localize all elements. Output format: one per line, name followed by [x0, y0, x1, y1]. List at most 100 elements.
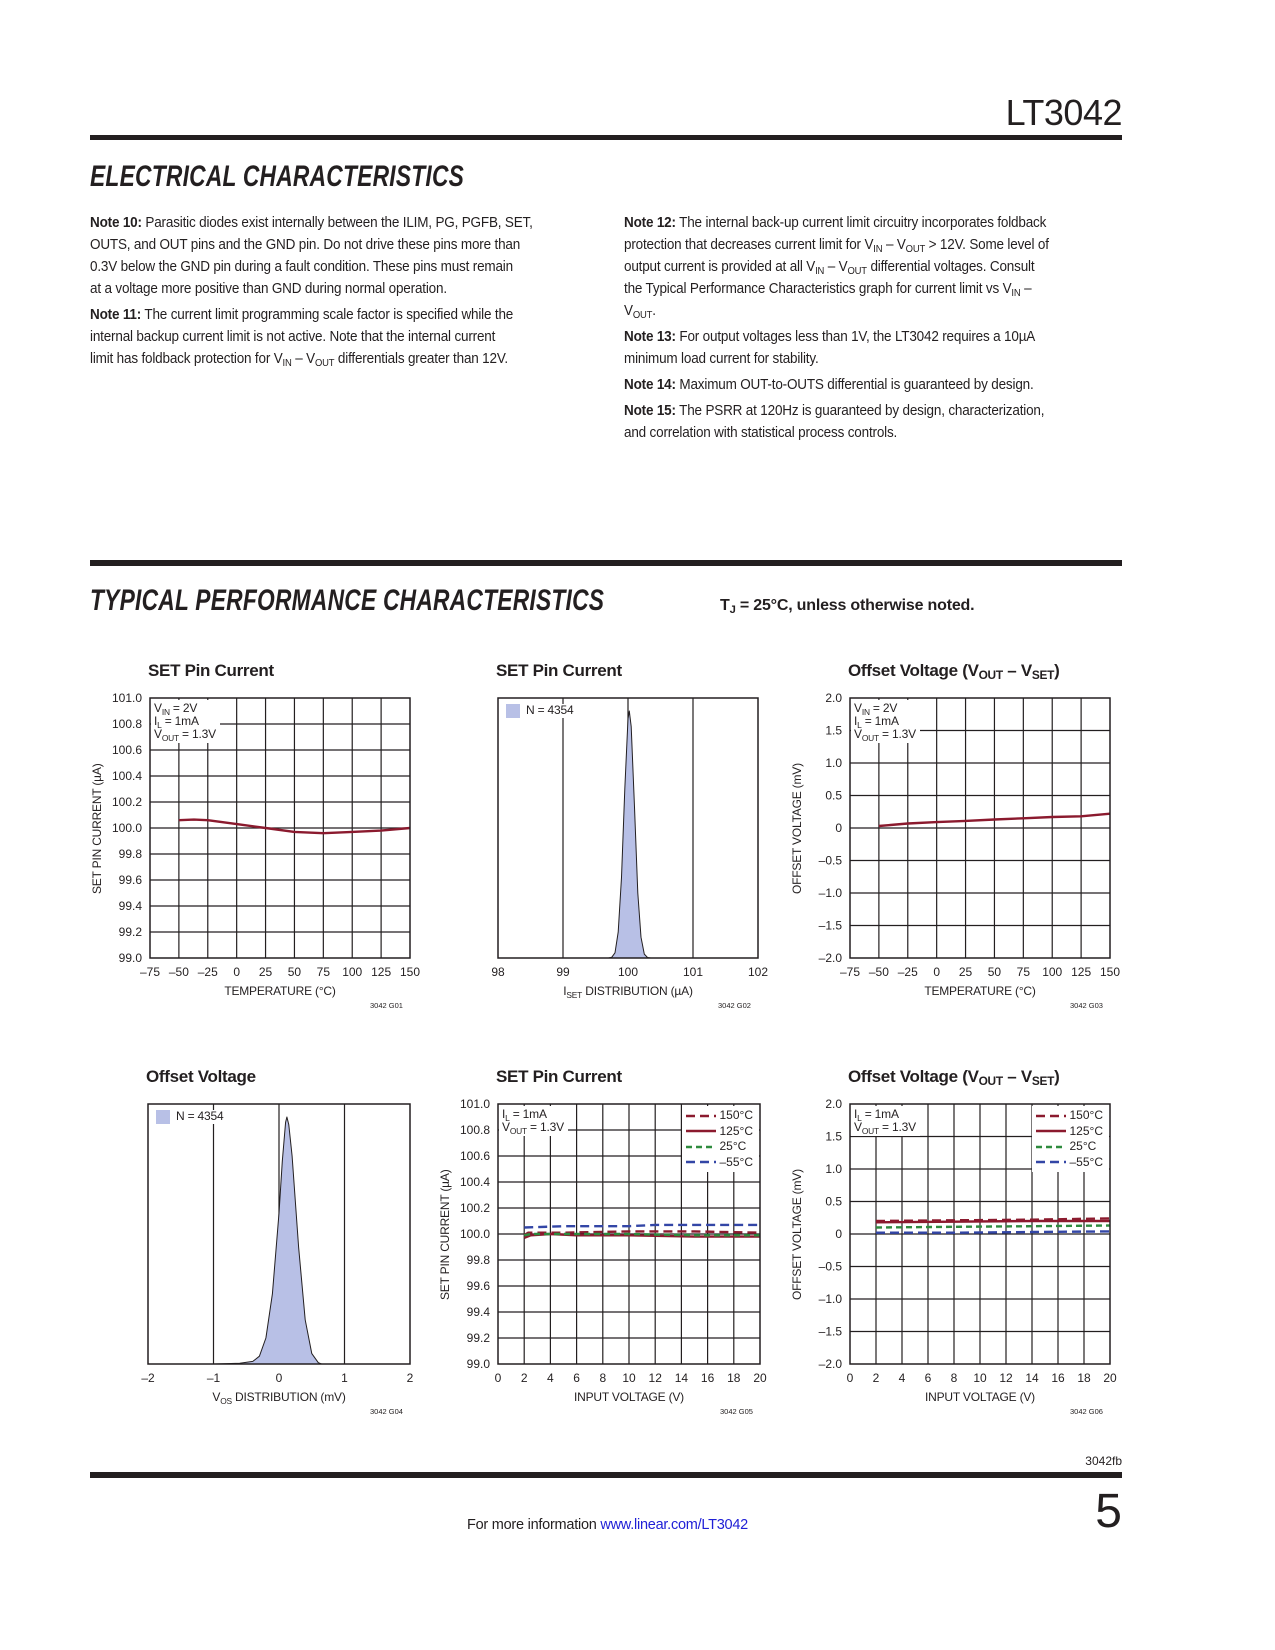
sample-count-legend: N = 4354	[153, 1110, 227, 1124]
y-tick-label: 100.4	[460, 1175, 490, 1189]
x-axis-label: VOS DISTRIBUTION (mV)	[212, 1390, 346, 1406]
note-label: Note 15:	[624, 402, 676, 419]
y-tick-label: 99.0	[467, 1357, 491, 1371]
series-line	[876, 1230, 1111, 1234]
y-tick-label: 100.2	[460, 1201, 490, 1215]
legend-line-swatch	[1035, 1145, 1066, 1149]
condition-line: VIN = 2V	[854, 701, 898, 717]
y-tick-label: 100.8	[460, 1123, 490, 1137]
x-tick-label: –1	[207, 1371, 221, 1385]
y-tick-label: 101.0	[112, 691, 142, 705]
legend-item: 150°C	[1035, 1108, 1103, 1124]
y-axis-label: SET PIN CURRENT (µA)	[90, 763, 104, 895]
note-text: and correlation with statistical process…	[624, 424, 898, 441]
graph-code: 3042 G04	[370, 1407, 403, 1416]
website-link[interactable]: www.linear.com/LT3042	[600, 1517, 748, 1533]
y-tick-label: –1.5	[819, 919, 843, 933]
note-text: Parasitic diodes exist internally betwee…	[141, 214, 533, 231]
x-tick-label: 101	[683, 965, 703, 979]
x-tick-label: 0	[933, 965, 940, 979]
page-number: 5	[1095, 1485, 1122, 1538]
x-tick-label: 150	[1100, 965, 1120, 979]
note-line: VOUT.	[624, 300, 1049, 322]
graph-code: 3042 G01	[370, 1001, 403, 1010]
note-line: and correlation with statistical process…	[624, 422, 1049, 444]
histogram-area	[608, 710, 652, 959]
chart-title: Offset Voltage (VOUT – VSET)	[848, 661, 1060, 682]
document-revision: 3042fb	[1085, 1454, 1122, 1468]
x-axis-label: ISET DISTRIBUTION (µA)	[563, 984, 693, 1000]
condition-line: VOUT = 1.3V	[854, 1120, 916, 1136]
x-tick-label: 102	[748, 965, 768, 979]
plot-frame	[149, 697, 411, 959]
x-tick-label: –75	[140, 965, 160, 979]
conditions-annotation: VIN = 2V IL = 1mA VOUT = 1.3V	[851, 700, 920, 743]
y-tick-label: 100.0	[460, 1227, 490, 1241]
graph-code: 3042 G03	[1070, 1001, 1103, 1010]
note-text: output current is provided at all VIN – …	[624, 258, 1035, 277]
note: Note 11: The current limit programming s…	[90, 304, 533, 370]
note-line: internal backup current limit is not act…	[90, 326, 533, 348]
y-tick-label: 1.5	[825, 1130, 842, 1144]
y-tick-label: 100.4	[112, 769, 142, 783]
x-tick-label: 20	[1103, 1371, 1117, 1385]
y-axis-label: OFFSET VOLTAGE (mV)	[790, 1169, 804, 1300]
legend-label: –55°C	[1069, 1154, 1104, 1169]
legend-item: 125°C	[1035, 1124, 1103, 1140]
y-tick-label: 100.2	[112, 795, 142, 809]
footer-rule	[90, 1472, 1122, 1478]
x-tick-label: 16	[1051, 1371, 1065, 1385]
legend-item: –55°C	[685, 1155, 753, 1171]
y-tick-label: 99.2	[467, 1331, 491, 1345]
legend-item: 25°C	[1035, 1139, 1104, 1155]
chart-title: SET Pin Current	[496, 661, 622, 680]
note-line: 0.3V below the GND pin during a fault co…	[90, 256, 533, 278]
series-line	[878, 812, 1111, 828]
note-text: For output voltages less than 1V, the LT…	[675, 328, 1036, 345]
note-line: limit has foldback protection for VIN – …	[90, 348, 533, 370]
note-label: Note 11:	[90, 306, 142, 323]
note-text: minimum load current for stability.	[624, 350, 819, 367]
condition-line: IL = 1mA	[854, 1107, 899, 1123]
x-tick-label: 100	[342, 965, 362, 979]
x-tick-label: 18	[1077, 1371, 1091, 1385]
x-tick-label: 12	[649, 1371, 663, 1385]
note-text: VOUT.	[624, 302, 656, 321]
x-tick-label: 20	[753, 1371, 767, 1385]
x-tick-label: 6	[925, 1371, 932, 1385]
x-axis-label: TEMPERATURE (°C)	[924, 984, 1036, 998]
y-tick-label: 2.0	[825, 691, 842, 705]
y-tick-label: –0.5	[819, 854, 843, 868]
plot-frame	[497, 1103, 761, 1365]
series-line	[875, 1224, 1111, 1229]
chart-4: –2 –1 0 1 2	[141, 1103, 414, 1385]
x-tick-label: 125	[371, 965, 391, 979]
x-tick-label: 4	[899, 1371, 906, 1385]
note-line: Note 14: Maximum OUT-to-OUTS differentia…	[624, 374, 1049, 396]
series-line	[875, 1217, 1111, 1223]
conditions-annotation: IL = 1mA VOUT = 1.3V	[851, 1106, 920, 1136]
chart-title: Offset Voltage (VOUT – VSET)	[848, 1067, 1060, 1088]
note: Note 14: Maximum OUT-to-OUTS differentia…	[624, 374, 1049, 396]
condition-line: VOUT = 1.3V	[502, 1120, 564, 1136]
footer-info-text: For more information	[467, 1517, 601, 1533]
section-rule	[90, 560, 1122, 566]
legend-line-swatch	[1035, 1114, 1066, 1118]
x-axis-label: INPUT VOLTAGE (V)	[925, 1390, 1035, 1404]
chart-1: –75 –50 –25 0 25 50 75 100 125 150 99.0 99.2 99.4 99.…	[112, 691, 420, 979]
x-tick-label: 4	[547, 1371, 554, 1385]
note-text: the Typical Performance Characteristics …	[624, 280, 1032, 299]
series-line	[524, 1223, 760, 1229]
note-line: protection that decreases current limit …	[624, 234, 1049, 256]
note-line: output current is provided at all VIN – …	[624, 256, 1049, 278]
x-tick-label: 125	[1071, 965, 1091, 979]
graph-code: 3042 G06	[1070, 1407, 1103, 1416]
note-text: OUTS, and OUT pins and the GND pin. Do n…	[90, 236, 521, 253]
y-axis-label: OFFSET VOLTAGE (mV)	[790, 763, 804, 894]
y-tick-label: 100.6	[460, 1149, 490, 1163]
histogram-swatch	[506, 704, 520, 718]
x-tick-label: 2	[873, 1371, 880, 1385]
legend-line-swatch	[1035, 1130, 1066, 1133]
legend-label: 125°C	[719, 1123, 754, 1138]
